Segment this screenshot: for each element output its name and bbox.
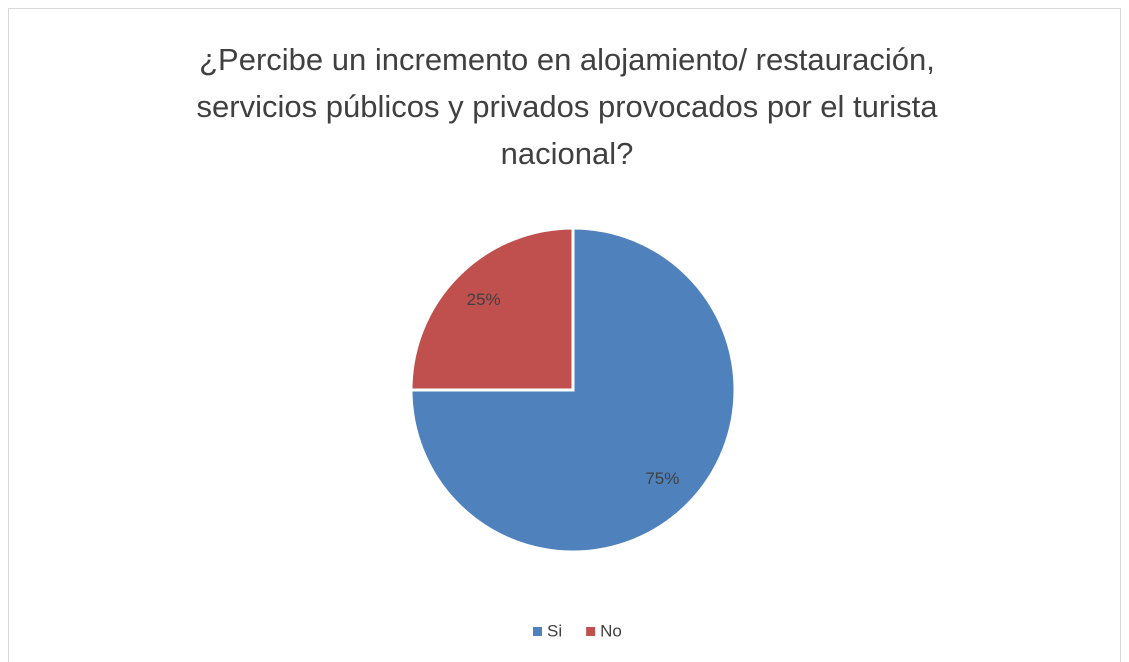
data-label: 75% bbox=[645, 469, 679, 488]
pie-slice bbox=[409, 226, 575, 392]
legend-label: No bbox=[600, 621, 622, 640]
chart-title: servicios públicos y privados provocados… bbox=[197, 89, 939, 124]
data-label: 25% bbox=[467, 290, 501, 309]
legend-swatch bbox=[533, 627, 542, 636]
legend-swatch bbox=[586, 627, 596, 636]
legend-label: Si bbox=[547, 621, 562, 640]
chart-title: ¿Percibe un incremento en alojamiento/ r… bbox=[199, 42, 935, 77]
chart-title: nacional? bbox=[501, 136, 634, 171]
